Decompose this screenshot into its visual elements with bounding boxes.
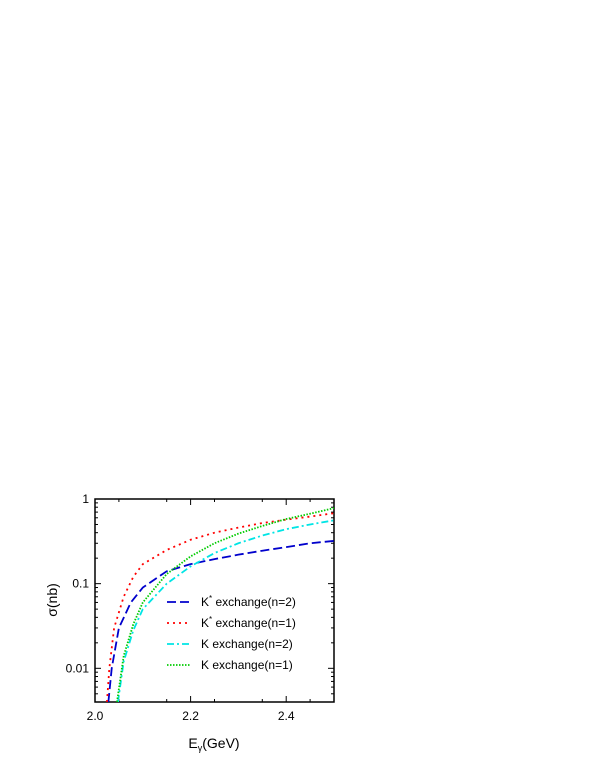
y-axis-label: σ(nb) bbox=[44, 583, 60, 617]
series-layer bbox=[106, 507, 334, 702]
x-axis-label-main: E bbox=[188, 735, 197, 751]
x-tick-label: 2.4 bbox=[278, 709, 295, 723]
axis-ticks bbox=[94, 498, 334, 703]
legend-label-1: K* exchange(n=2) bbox=[201, 594, 296, 609]
series-line-4 bbox=[116, 507, 334, 702]
y-tick-label: 0.01 bbox=[66, 661, 90, 675]
y-tick-label: 1 bbox=[82, 492, 89, 506]
x-tick-label: 2.0 bbox=[87, 709, 104, 723]
x-axis-label-unit: (GeV) bbox=[202, 735, 239, 751]
legend-label-2: K* exchange(n=1) bbox=[201, 615, 296, 630]
legend: K* exchange(n=2) K* exchange(n=1) K exchan… bbox=[167, 594, 296, 672]
x-tick-label: 2.2 bbox=[182, 709, 199, 723]
legend-label-4: K exchange(n=1) bbox=[201, 658, 293, 672]
series-line-2 bbox=[106, 512, 334, 702]
series-line-3 bbox=[117, 519, 334, 702]
tick-labels: 2.0 2.2 2.4 0.01 0.1 1 bbox=[66, 492, 295, 723]
x-axis-label-subscript: γ bbox=[198, 743, 203, 753]
x-axis-label: Eγ(GeV) bbox=[188, 735, 239, 753]
y-tick-label: 0.1 bbox=[72, 577, 89, 591]
series-line-1 bbox=[107, 539, 334, 702]
legend-label-3: K exchange(n=2) bbox=[201, 637, 293, 651]
